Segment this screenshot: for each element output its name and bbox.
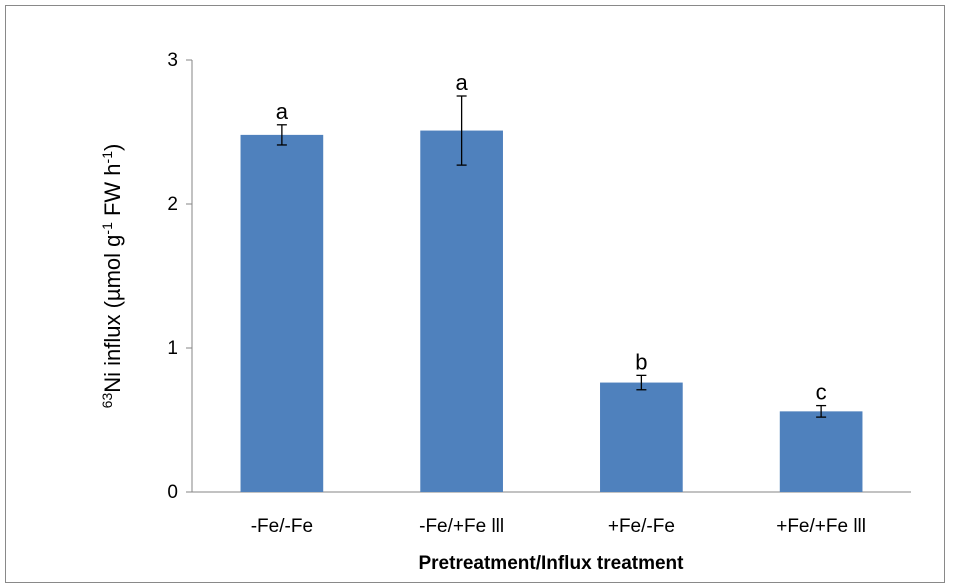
y-axis-title-sup-isotope: 63 — [99, 393, 115, 409]
y-tick-label: 1 — [167, 338, 178, 359]
x-tick-label: -Fe/-Fe — [251, 516, 313, 537]
y-axis-title-part2: FW h — [100, 163, 125, 222]
x-tick-label: +Fe/+Fe lll — [776, 516, 866, 537]
y-axis-title-part1: Ni influx (µmol g — [100, 235, 125, 393]
x-axis-tick-labels: -Fe/-Fe -Fe/+Fe lll +Fe/-Fe +Fe/+Fe lll — [251, 516, 866, 537]
y-tick-label: 3 — [167, 50, 178, 71]
significance-letter: a — [276, 99, 289, 124]
chart-frame: 0 1 2 3 a a b c -Fe/-Fe -Fe/+Fe lll +Fe/-Fe +Fe/+… — [5, 5, 945, 583]
y-tick-label: 0 — [167, 482, 178, 503]
significance-letter: c — [816, 380, 827, 405]
x-tick-label: -Fe/+Fe lll — [419, 516, 504, 537]
significance-letter: a — [456, 70, 469, 95]
y-axis-title-sup-g: -1 — [99, 222, 115, 235]
bar — [420, 130, 503, 492]
y-axis-title-sup-h: -1 — [99, 151, 115, 164]
y-axis-title-part3: ) — [100, 144, 125, 151]
y-tick-label: 2 — [167, 194, 178, 215]
bar — [240, 134, 324, 492]
x-tick-label: +Fe/-Fe — [608, 516, 675, 537]
significance-letter: b — [635, 349, 647, 374]
y-axis-ticks: 0 1 2 3 — [167, 50, 192, 503]
bar — [600, 382, 683, 492]
bars: a a b c — [240, 70, 863, 492]
bar — [779, 411, 863, 492]
x-axis-title: Pretreatment/Influx treatment — [418, 553, 684, 574]
y-axis-title: 63Ni influx (µmol g-1 FW h-1) — [99, 144, 125, 409]
bar-chart: 0 1 2 3 a a b c -Fe/-Fe -Fe/+Fe lll +Fe/-Fe +Fe/+… — [99, 50, 911, 574]
